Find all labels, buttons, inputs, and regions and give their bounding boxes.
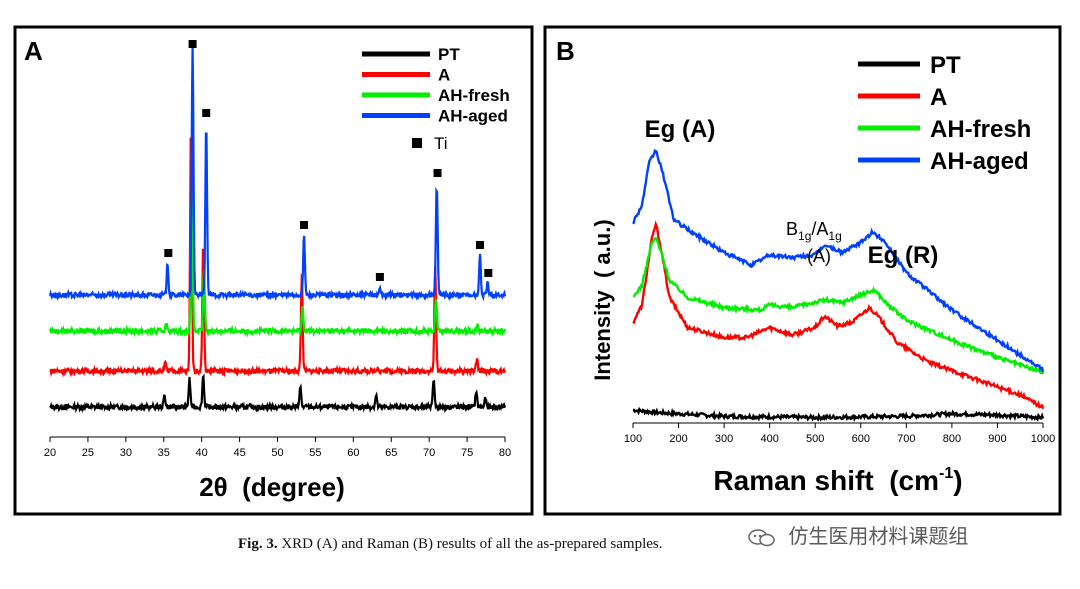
legend-label-A: A [438, 66, 450, 85]
ti-marker [475, 241, 484, 249]
x-axis-title-sup: -1 [939, 465, 953, 482]
legend-label-AH-fresh: AH-fresh [438, 86, 510, 105]
panel-a-label: A [24, 36, 43, 66]
x-axis-title: 2θ (degree) [199, 472, 345, 502]
x-tick-label: 40 [196, 447, 208, 459]
x-tick-label: 900 [988, 433, 1006, 445]
legend-label-PT: PT [438, 45, 460, 64]
annotation-a-phase: (A) [807, 246, 831, 266]
x-tick-label: 70 [423, 447, 435, 459]
x-tick-label: 55 [309, 447, 321, 459]
caption-label: Fig. 3. [238, 536, 278, 552]
xrd-series-A [49, 137, 507, 378]
ti-marker [164, 249, 173, 257]
x-tick-label: 20 [44, 447, 56, 459]
x-tick-label: 75 [461, 447, 473, 459]
annotation-a-sub: 1g [828, 229, 841, 243]
caption-text: XRD (A) and Raman (B) results of all the… [281, 536, 663, 552]
x-tick-label: 35 [158, 447, 170, 459]
xrd-chart: 20 25 30 35 40 45 50 55 60 65 70 75 80 2θ (degree) PT A… [44, 40, 511, 502]
y-axis-title: Intensity ( a.u.) [590, 219, 615, 380]
annotation-a: /A [811, 219, 828, 239]
x-tick-label: 400 [760, 433, 778, 445]
watermark: 仿生医用材料课题组 [748, 520, 968, 549]
x-tick-label: 45 [233, 447, 245, 459]
ti-marker [300, 221, 309, 229]
x-tick-label: 100 [624, 433, 642, 445]
x-tick-label: 800 [943, 433, 961, 445]
x-tick-label: 30 [120, 447, 132, 459]
panel-b-frame [543, 25, 1062, 516]
annotation-eg-a: Eg (A) [645, 116, 716, 143]
wechat-icon [748, 528, 775, 546]
legend-label-ti: Ti [434, 134, 448, 153]
raman-series-AH-fresh [632, 236, 1045, 375]
legend-label-A: A [930, 84, 947, 111]
ti-marker [202, 109, 211, 117]
raman-chart: 100 200 300 400 500 600 700 800 900 1000 Raman shi… [590, 52, 1055, 496]
x-axis-title-end: ) [953, 465, 962, 496]
watermark-text: 仿生医用材料课题组 [788, 524, 969, 548]
x-tick-label: 60 [347, 447, 359, 459]
x-tick-label: 700 [897, 433, 915, 445]
annotation-b1g: B1g/A1g [786, 219, 842, 243]
legend-label-AH-aged: AH-aged [930, 148, 1029, 175]
x-tick-label: 600 [852, 433, 870, 445]
xrd-series-PT [49, 373, 507, 414]
raman-series-A [632, 220, 1045, 410]
ti-marker [375, 273, 384, 281]
x-tick-label: 200 [669, 433, 687, 445]
raman-series-PT [632, 406, 1045, 423]
annotation-b-sub: 1g [798, 229, 811, 243]
ti-marker [188, 40, 197, 48]
annotation-b: B [786, 219, 798, 239]
legend-label-AH-fresh: AH-fresh [930, 116, 1031, 143]
x-tick-label: 1000 [1031, 433, 1055, 445]
x-tick-label: 50 [271, 447, 283, 459]
legend-label-PT: PT [930, 52, 961, 79]
x-tick-label: 65 [385, 447, 397, 459]
legend-ti-marker [412, 138, 422, 148]
raman-series-AH-aged [631, 149, 1045, 373]
ti-marker [433, 169, 442, 177]
xrd-series-AH-aged [48, 44, 507, 302]
x-tick-label: 25 [82, 447, 94, 459]
figure-caption: Fig. 3. XRD (A) and Raman (B) results of… [238, 536, 662, 553]
panel-b-label: B [556, 36, 575, 66]
xrd-series-AH-fresh [48, 187, 507, 338]
panel-a-frame [13, 25, 534, 516]
ti-marker [484, 269, 493, 277]
x-tick-label: 300 [715, 433, 733, 445]
annotation-eg-r: Eg (R) [868, 242, 939, 269]
x-tick-label: 500 [806, 433, 824, 445]
x-tick-label: 80 [499, 447, 511, 459]
legend-label-AH-aged: AH-aged [438, 107, 508, 126]
x-axis-title: Raman shift (cm-1) [713, 465, 962, 496]
